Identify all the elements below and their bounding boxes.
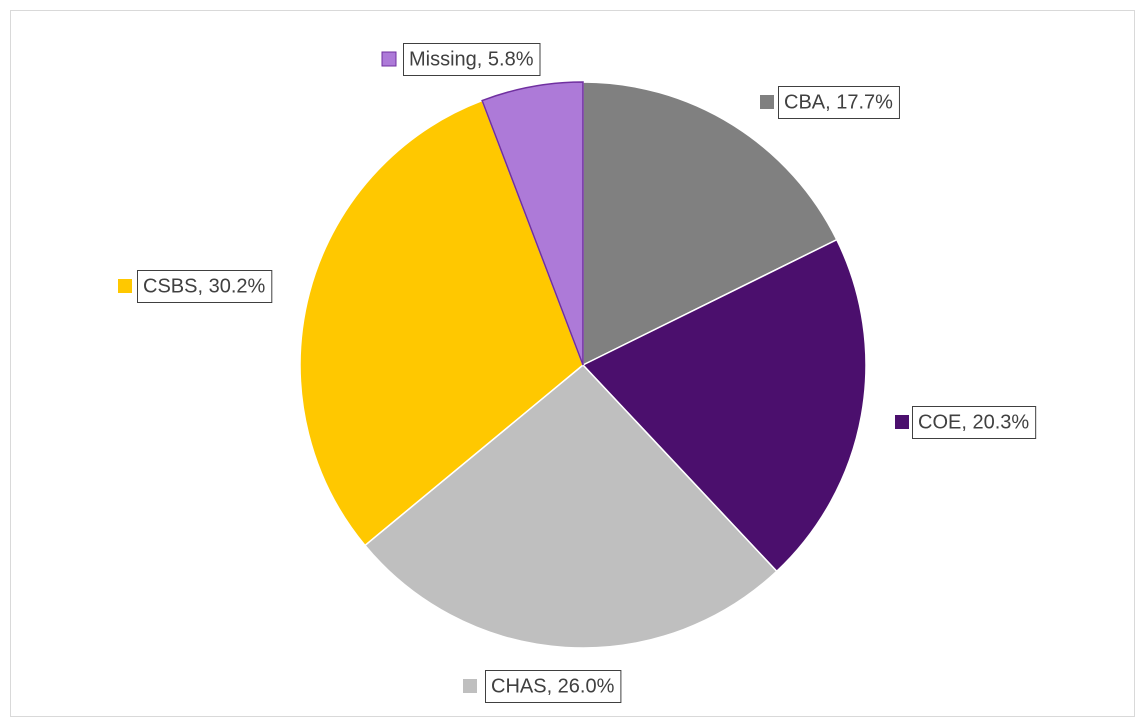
legend-key (895, 415, 909, 429)
legend-key (381, 51, 397, 67)
data-label-box (912, 406, 1037, 439)
data-label-box (778, 86, 900, 119)
pie-slice (299, 99, 584, 547)
legend-key (463, 679, 477, 693)
data-label: CSBS, 30.2% (143, 275, 266, 297)
pie-slice (481, 81, 584, 366)
data-label: COE, 20.3% (918, 411, 1029, 433)
data-label: CBA, 17.7% (784, 91, 893, 113)
data-label-box (485, 670, 622, 703)
pie-slice (582, 81, 838, 367)
data-label: Missing, 5.8% (409, 48, 534, 70)
pie-slice (363, 363, 778, 649)
data-label-box (137, 270, 273, 303)
legend-key (118, 279, 132, 293)
pie-slice (581, 238, 867, 573)
legend-key (760, 95, 774, 109)
data-label: CHAS, 26.0% (491, 675, 615, 697)
data-label-box (403, 43, 541, 76)
